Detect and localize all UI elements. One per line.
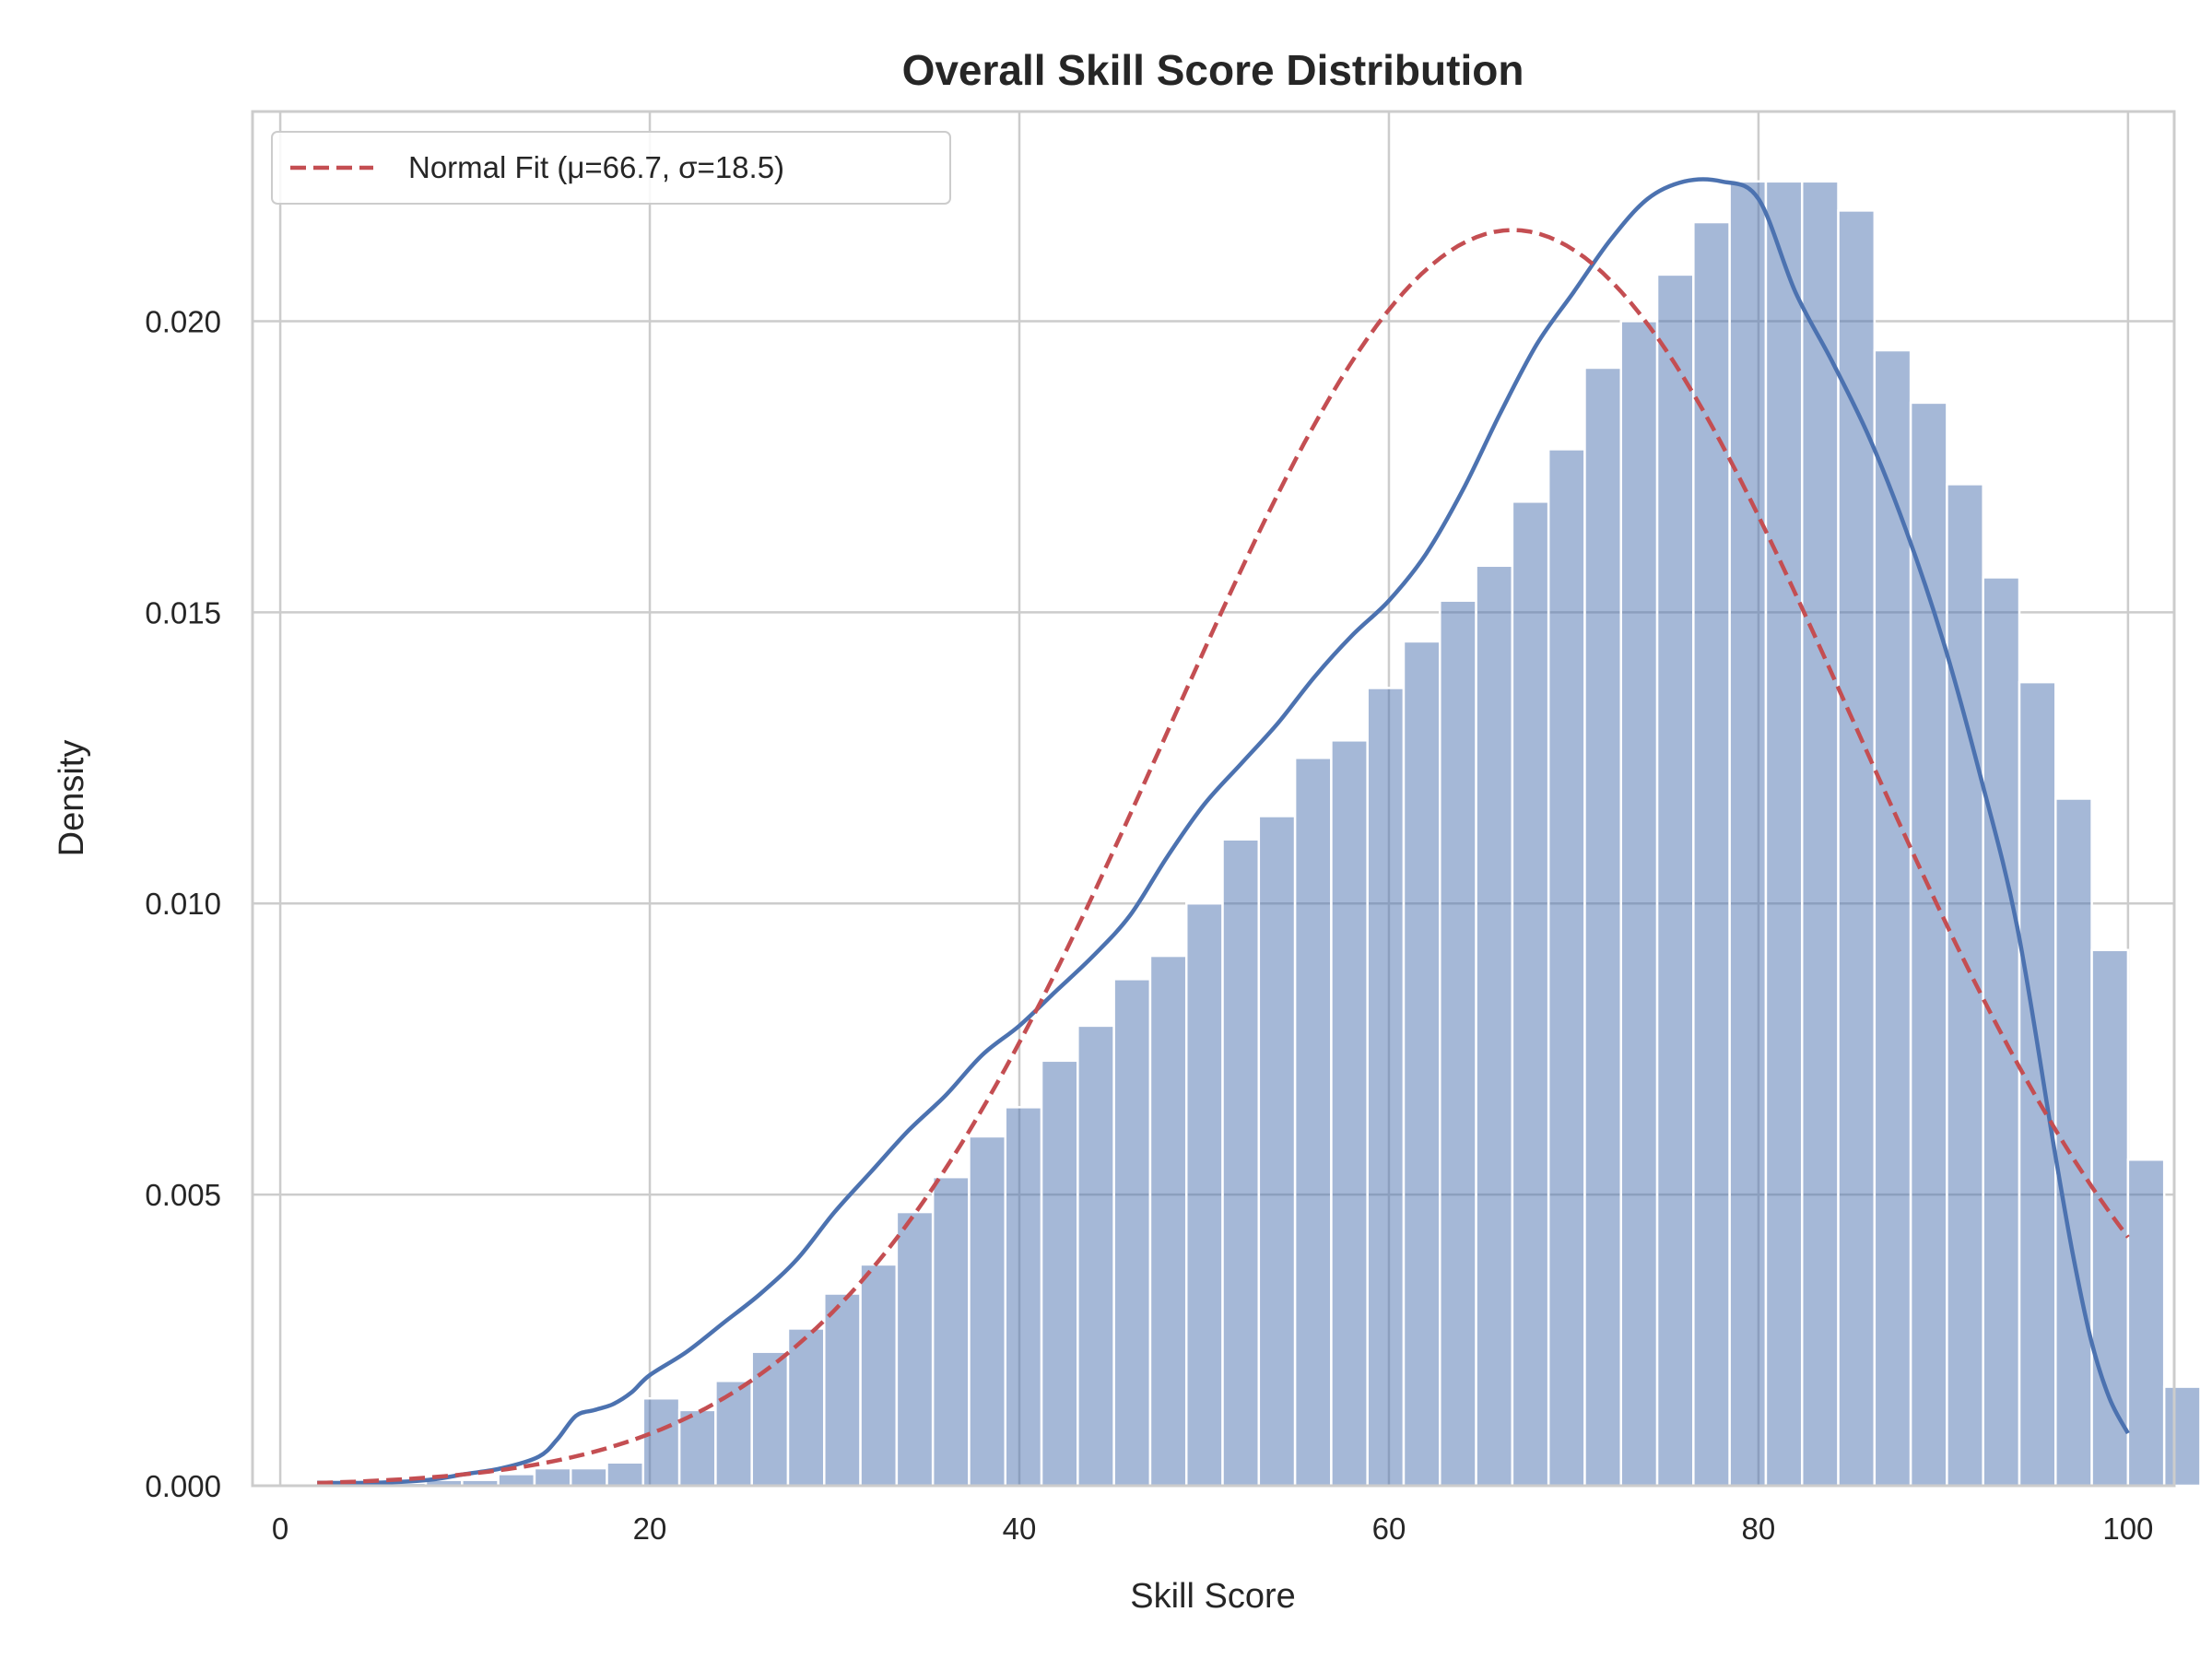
histogram-bar — [859, 1263, 899, 1488]
histogram-bar — [2018, 680, 2057, 1488]
y-tick-label: 0.015 — [145, 595, 221, 629]
histogram-bar — [641, 1396, 681, 1488]
histogram-bar — [1366, 687, 1406, 1488]
chart-title: Overall Skill Score Distribution — [902, 46, 1524, 94]
x-tick-label: 80 — [1742, 1512, 1776, 1546]
x-tick-label: 100 — [2102, 1512, 2153, 1546]
histogram-bar — [569, 1466, 608, 1488]
histogram-bar — [1547, 448, 1586, 1488]
histogram-bar — [895, 1210, 935, 1488]
histogram-bar — [1148, 954, 1188, 1488]
histogram-bar — [931, 1175, 971, 1488]
histogram-bar — [1511, 500, 1550, 1488]
histogram-bar — [1800, 180, 1840, 1488]
x-axis-label: Skill Score — [1130, 1577, 1296, 1616]
histogram-bar — [606, 1461, 645, 1488]
histogram-bar — [1728, 180, 1768, 1488]
x-tick-label: 40 — [1003, 1512, 1037, 1546]
y-axis-label: Density — [53, 740, 91, 857]
histogram-bar — [1619, 320, 1659, 1488]
histogram-bar — [1764, 180, 1804, 1488]
histogram-bar — [1655, 273, 1695, 1488]
legend-box — [271, 131, 951, 205]
histogram-bar — [750, 1350, 790, 1488]
lines — [317, 177, 2130, 1486]
histogram-bar — [2090, 948, 2130, 1488]
histogram-bar — [786, 1327, 826, 1488]
histogram-bar — [968, 1135, 1007, 1488]
histogram-bar — [1439, 599, 1477, 1488]
histogram-bar — [1257, 815, 1297, 1488]
histogram-bar — [677, 1408, 717, 1488]
x-tick-label: 60 — [1372, 1512, 1406, 1546]
histogram-bar — [1837, 209, 1877, 1488]
histogram-bar — [1293, 757, 1333, 1488]
histogram-bar — [1909, 401, 1948, 1488]
legend: Normal Fit (μ=66.7, σ=18.5) — [271, 131, 951, 205]
kde-line — [317, 177, 2130, 1486]
histogram-bar — [1112, 978, 1152, 1488]
histogram-bars — [315, 180, 2202, 1488]
normal-fit-line — [317, 228, 2130, 1486]
x-tick-label: 20 — [633, 1512, 667, 1546]
histogram-bar — [1475, 564, 1514, 1488]
x-ticks: 0 20 40 60 80 100 — [272, 1512, 2154, 1546]
histogram-bar — [497, 1473, 536, 1488]
histogram-bar — [1004, 1106, 1043, 1488]
histogram-bar — [1692, 220, 1731, 1488]
legend-label-normal-fit: Normal Fit (μ=66.7, σ=18.5) — [408, 150, 784, 184]
histogram-bar — [1221, 838, 1261, 1488]
y-tick-label: 0.010 — [145, 887, 221, 921]
y-ticks: 0.000 0.005 0.010 0.015 0.020 — [145, 304, 221, 1503]
y-tick-label: 0.005 — [145, 1178, 221, 1212]
histogram-bar — [2162, 1385, 2202, 1488]
histogram-bar — [714, 1380, 753, 1488]
x-tick-label: 0 — [272, 1512, 288, 1546]
histogram-bar — [1873, 348, 1912, 1488]
histogram-bar — [1040, 1059, 1079, 1488]
histogram-bar — [533, 1466, 572, 1488]
histogram-bar — [1402, 640, 1441, 1488]
histogram-bar — [1583, 366, 1623, 1488]
histogram-bar — [1184, 901, 1224, 1488]
plot-frame — [251, 110, 2176, 1488]
y-tick-label: 0.020 — [145, 304, 221, 338]
histogram-bar — [2126, 1158, 2166, 1488]
histogram-bar — [823, 1292, 862, 1488]
histogram-bar — [1077, 1024, 1115, 1488]
y-tick-label: 0.000 — [145, 1469, 221, 1503]
histogram-bar — [1330, 739, 1369, 1488]
